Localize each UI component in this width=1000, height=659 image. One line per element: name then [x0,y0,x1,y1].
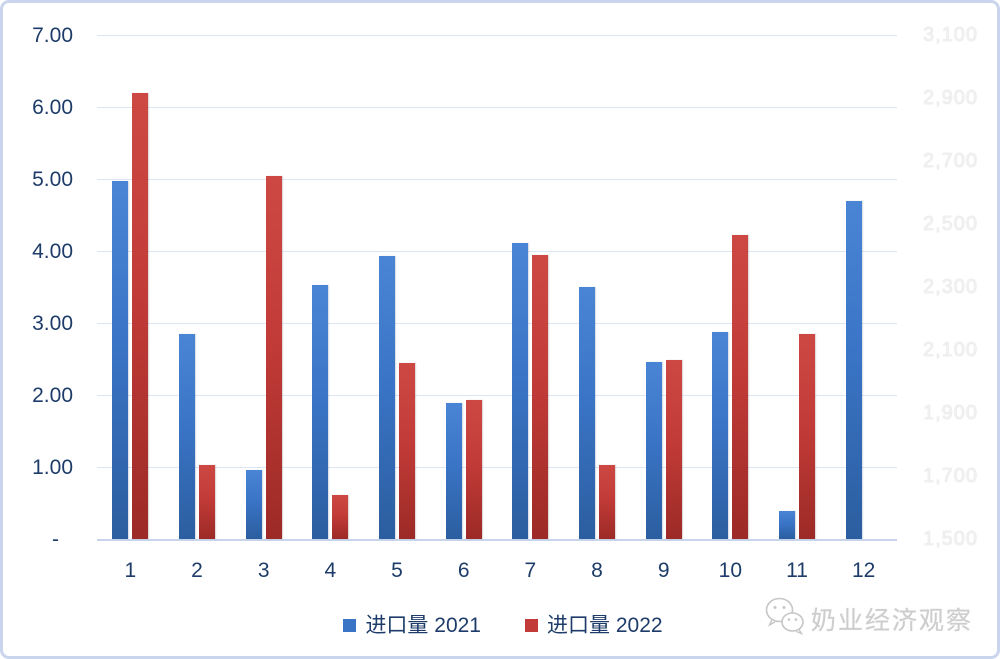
gridline [97,35,897,36]
x-axis-label: 12 [851,559,876,582]
right-axis-tick-label: 3,100 [923,24,979,46]
gridline [97,539,897,541]
left-axis-tick-label: 5.00 [32,168,73,191]
bar-2022-month-1 [132,93,149,539]
left-axis-tick-label: 3.00 [32,312,73,335]
bar-2021-month-11 [779,510,795,539]
gridline [97,179,897,180]
wechat-icon [764,595,804,642]
left-axis-tick-label: 6.00 [32,96,73,119]
bar-2022-month-10 [732,235,749,539]
gridline [97,467,897,468]
legend-item-2022: 进口量 2022 [525,615,663,636]
x-axis-label: 10 [718,559,742,582]
right-axis-tick-label: 1,500 [923,528,979,550]
left-axis-tick-label: 1.00 [32,456,73,479]
bar-2021-month-7 [512,243,529,539]
watermark-label: 奶业经济观察 [810,606,973,635]
bar-2021-month-6 [445,402,462,539]
bar-2021-month-10 [712,331,729,539]
bar-2022-month-7 [532,255,549,539]
bar-2022-month-11 [799,333,815,539]
x-axis-label: 8 [591,559,603,582]
x-axis-label: 9 [657,559,670,582]
bar-2021-month-1 [112,181,129,539]
x-axis-label: 6 [457,559,470,582]
bar-2022-month-8 [599,464,615,539]
x-axis-label: 5 [391,559,403,582]
right-axis-tick-label: 2,900 [923,87,979,109]
legend-swatch-2022 [525,618,538,632]
right-axis-tick-label: 2,100 [923,339,979,361]
right-axis-tick-label: 1,900 [923,402,979,424]
bar-2022-month-2 [199,464,215,539]
legend-item-2021: 进口量 2021 [343,615,481,636]
gridline [97,323,897,324]
x-axis-label: 7 [524,559,537,582]
x-axis-label: 1 [124,559,137,582]
bar-2022-month-3 [265,176,282,539]
chart-legend: 进口量 2021 进口量 2022 [3,609,997,641]
x-axis-label: 2 [191,559,203,582]
bar-2021-month-8 [579,287,595,539]
left-axis-tick-label: 7.00 [32,24,73,47]
bar-2021-month-5 [379,256,395,539]
bar-2021-month-12 [845,201,862,539]
x-axis-label: 4 [324,559,337,582]
left-axis-tick-label: - [52,528,59,551]
legend-label-2022: 进口量 2022 [547,613,663,637]
left-axis-tick-label: 2.00 [32,384,73,407]
gridline [97,395,897,396]
bar-2022-month-9 [665,359,682,539]
x-axis-label: 11 [786,559,808,582]
right-axis-tick-label: 2,500 [923,213,979,235]
legend-swatch-2021 [343,618,357,632]
watermark: 奶业经济观察 [764,595,973,642]
left-axis-tick-label: 4.00 [32,240,73,263]
right-axis-tick-label: 1,700 [923,465,979,487]
legend-label-2021: 进口量 2021 [365,613,481,637]
bar-2022-month-4 [332,495,349,539]
gridline [97,107,897,108]
gridline [97,251,897,252]
bar-2021-month-2 [179,333,195,539]
bar-2021-month-9 [645,361,662,539]
x-axis-label: 3 [257,559,270,582]
right-axis-tick-label: 2,700 [923,150,979,172]
bar-2022-month-5 [399,363,415,539]
bar-2021-month-3 [245,469,262,539]
bar-2021-month-4 [312,284,329,539]
bar-2022-month-6 [465,400,482,539]
right-axis-tick-label: 2,300 [923,276,979,298]
